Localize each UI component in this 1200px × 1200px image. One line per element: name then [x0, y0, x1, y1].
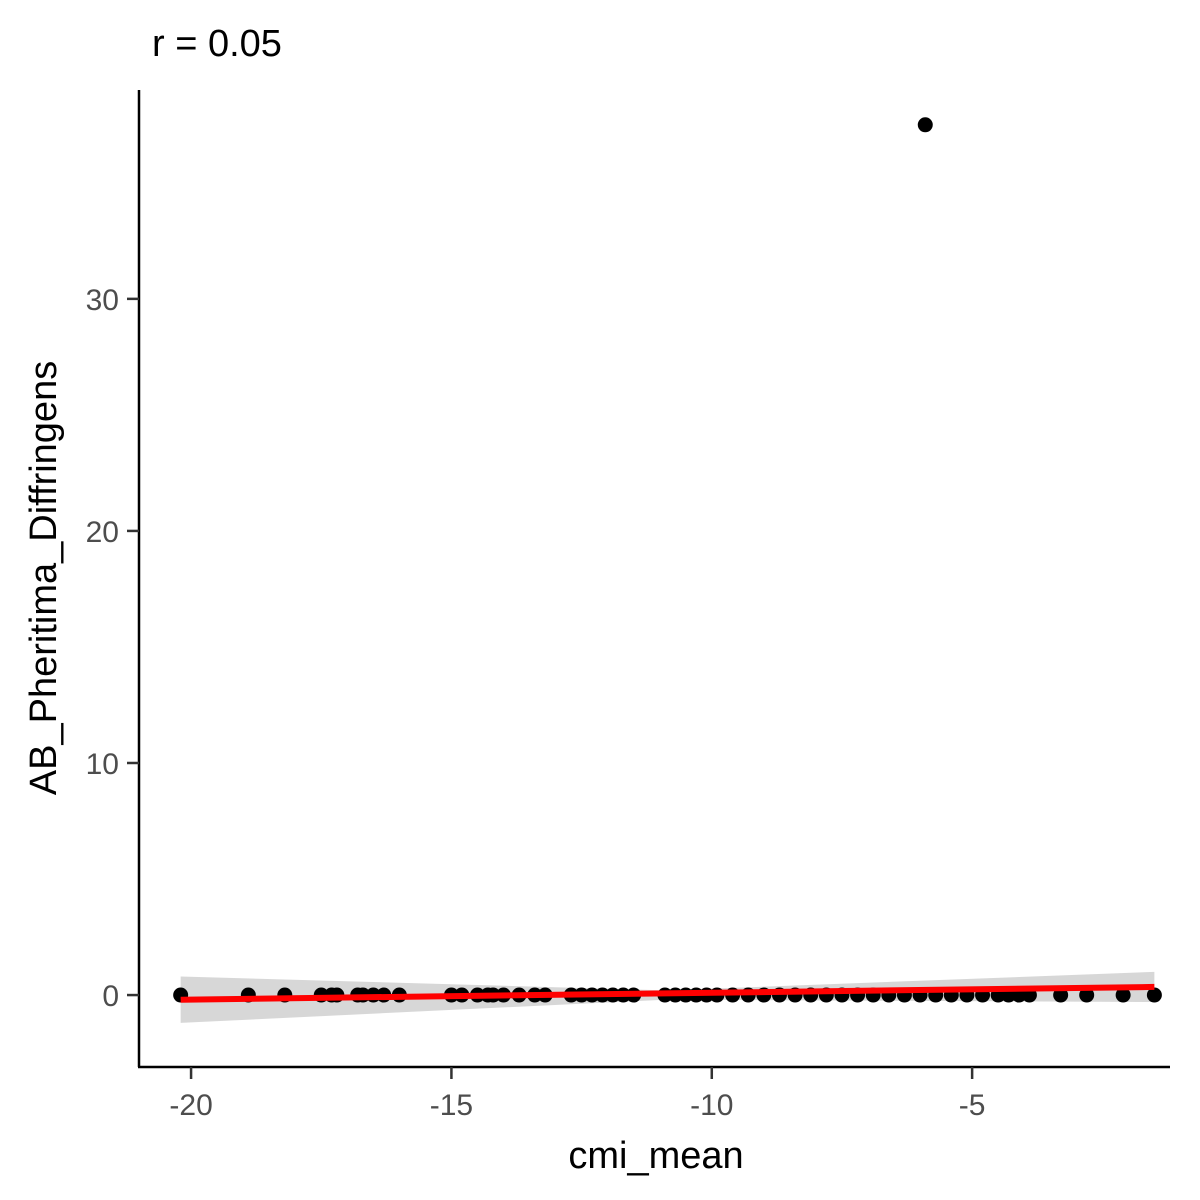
data-point [1079, 987, 1095, 1003]
y-tick-label: 10 [86, 748, 119, 781]
chart-title: r = 0.05 [152, 23, 282, 65]
y-tick-label: 30 [86, 284, 119, 317]
data-point [1115, 987, 1131, 1003]
y-tick-label: 0 [102, 980, 119, 1013]
x-tick-label: -5 [959, 1089, 986, 1122]
y-ticks: 0 10 20 30 [86, 284, 139, 1013]
x-tick-label: -20 [169, 1089, 212, 1122]
data-point [917, 117, 933, 133]
fit-line-layer [180, 983, 1155, 1003]
x-ticks: -20 -15 -10 -5 [169, 1067, 985, 1122]
data-point [1053, 987, 1069, 1003]
y-axis-title: AB_Pheritima_Diffringens [23, 361, 65, 795]
y-tick-label: 20 [86, 516, 119, 549]
fit-line [180, 983, 1155, 1003]
x-tick-label: -15 [430, 1089, 473, 1122]
points-layer [173, 117, 1162, 1003]
x-axis-title: cmi_mean [568, 1135, 743, 1177]
data-point [1146, 987, 1162, 1003]
x-tick-label: -10 [690, 1089, 733, 1122]
